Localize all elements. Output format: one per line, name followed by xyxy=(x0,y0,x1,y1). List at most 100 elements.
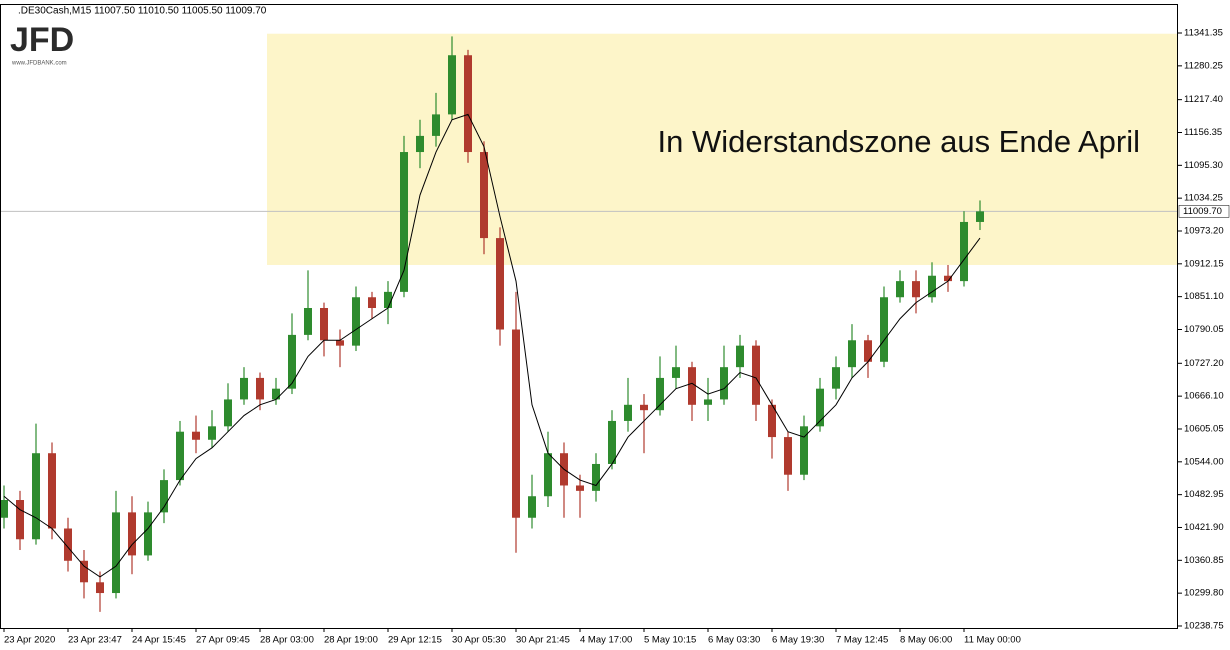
candle-body xyxy=(608,420,616,464)
y-tick-label: 10421.90 xyxy=(1184,522,1224,533)
candle-body xyxy=(912,281,920,298)
y-tick-label: 11034.25 xyxy=(1184,193,1223,204)
candle-body xyxy=(896,281,904,298)
candle-body xyxy=(128,512,136,556)
x-tick-label: 27 Apr 09:45 xyxy=(196,635,250,646)
candle-body xyxy=(0,500,8,518)
candle-body xyxy=(944,275,952,282)
x-tick-label: 24 Apr 15:45 xyxy=(132,635,186,646)
candle-body xyxy=(976,211,984,222)
y-tick-label: 11217.40 xyxy=(1184,94,1223,105)
candle-body xyxy=(32,453,40,540)
candle-body xyxy=(848,340,856,368)
candle-body xyxy=(832,367,840,389)
candle-body xyxy=(688,367,696,405)
candle-body xyxy=(368,297,376,309)
candle-body xyxy=(800,426,808,475)
plot-border xyxy=(0,4,1178,629)
candle-body xyxy=(816,388,824,427)
candle-body xyxy=(496,238,504,330)
candle-body xyxy=(592,463,600,491)
candle-body xyxy=(96,582,104,594)
y-tick-label: 11156.35 xyxy=(1184,127,1222,138)
candle-body xyxy=(416,135,424,153)
candle-body xyxy=(112,512,120,594)
candle-body xyxy=(432,114,440,136)
plot-area xyxy=(0,33,1178,612)
candle-body xyxy=(336,340,344,346)
y-tick-label: 10605.05 xyxy=(1184,423,1224,434)
x-tick-label: 8 May 06:00 xyxy=(900,635,952,646)
header: .DE30Cash,M15 11007.50 11010.50 11005.50… xyxy=(18,6,267,17)
candle-body xyxy=(880,297,888,362)
candle-body xyxy=(80,560,88,583)
x-tick-label: 23 Apr 2020 xyxy=(4,635,55,646)
candle-body xyxy=(448,55,456,115)
y-tick-label: 10727.20 xyxy=(1184,358,1224,369)
candle-body xyxy=(144,512,152,556)
candle-body xyxy=(544,453,552,497)
x-tick-label: 29 Apr 12:15 xyxy=(388,635,442,646)
x-tick-label: 6 May 19:30 xyxy=(772,635,824,646)
candle-body xyxy=(208,426,216,440)
y-tick-label: 10238.75 xyxy=(1184,620,1224,631)
candle-body xyxy=(752,345,760,405)
candle-body xyxy=(528,496,536,518)
candle-body xyxy=(512,329,520,518)
y-tick-label: 11095.30 xyxy=(1184,160,1223,171)
logo-url: www.JFDBANK.com xyxy=(11,61,67,67)
x-tick-label: 28 Apr 19:00 xyxy=(324,635,378,646)
logo: JFD xyxy=(10,21,74,59)
y-tick-label: 10544.00 xyxy=(1184,456,1224,467)
candle-body xyxy=(704,399,712,405)
x-tick-label: 30 Apr 21:45 xyxy=(516,635,570,646)
candle-body xyxy=(768,404,776,438)
candle-body xyxy=(480,152,488,239)
candle-body xyxy=(672,367,680,378)
candle-body xyxy=(400,152,408,292)
candle-body xyxy=(272,388,280,400)
candle-body xyxy=(320,308,328,341)
candle-body xyxy=(304,308,312,335)
candle-body xyxy=(64,528,72,561)
x-tick-label: 28 Apr 03:00 xyxy=(260,635,314,646)
candle-body xyxy=(864,340,872,362)
candle-body xyxy=(384,291,392,309)
candle-body xyxy=(784,437,792,475)
candle-body xyxy=(960,221,968,282)
candle-body xyxy=(640,404,648,411)
y-tick-label: 10360.85 xyxy=(1184,555,1224,566)
candle-body xyxy=(624,404,632,421)
moving-average xyxy=(3,113,981,578)
x-tick-label: 7 May 12:45 xyxy=(836,635,888,646)
y-tick-label: 10666.10 xyxy=(1184,391,1224,402)
x-tick-label: 11 May 00:00 xyxy=(964,635,1021,646)
candle-body xyxy=(48,453,56,529)
y-tick-label: 11280.25 xyxy=(1184,60,1223,71)
candle-body xyxy=(464,55,472,153)
x-tick-label: 5 May 10:15 xyxy=(644,635,696,646)
candle-body xyxy=(352,297,360,346)
candle-body xyxy=(160,480,168,513)
y-tick-label: 10299.80 xyxy=(1184,588,1224,599)
candle-body xyxy=(16,500,24,540)
candle-body xyxy=(720,367,728,400)
candle-body xyxy=(576,485,584,491)
y-tick-label: 10973.20 xyxy=(1184,226,1224,237)
candle-body xyxy=(736,345,744,368)
candle-body xyxy=(240,377,248,400)
y-tick-label: 10790.05 xyxy=(1184,324,1224,335)
x-tick-label: 23 Apr 23:47 xyxy=(68,635,122,646)
candle-body xyxy=(288,334,296,389)
x-tick-label: 30 Apr 05:30 xyxy=(452,635,506,646)
candle-body xyxy=(224,399,232,427)
y-tick-label: 10851.10 xyxy=(1184,291,1224,302)
candle-body xyxy=(256,377,264,400)
candle-body xyxy=(656,377,664,411)
candle-body xyxy=(192,431,200,440)
y-tick-label: 10912.15 xyxy=(1184,258,1224,269)
last-price-box xyxy=(1178,205,1230,218)
y-tick-label: 11341.35 xyxy=(1184,28,1223,39)
